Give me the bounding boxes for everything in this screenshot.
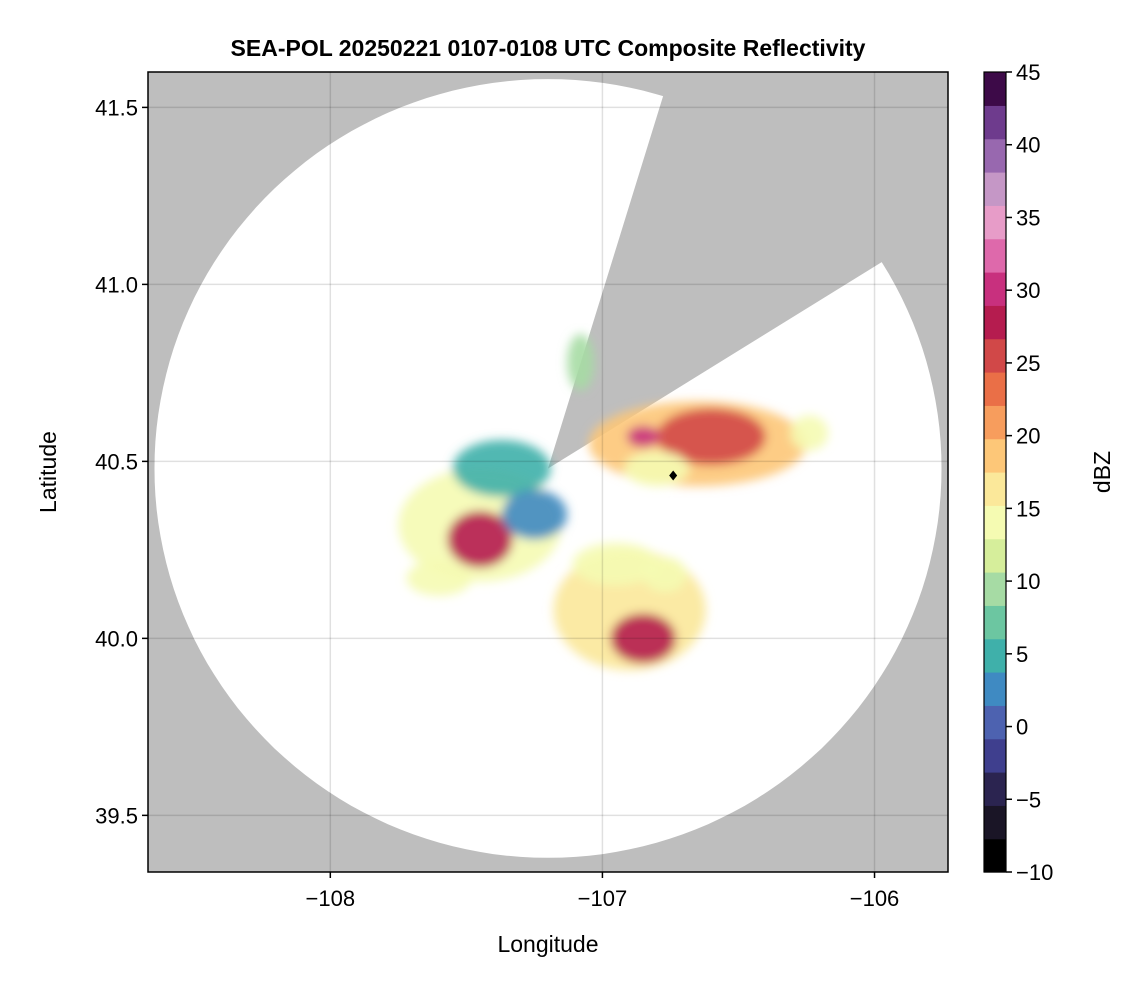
colorbar-swatch (984, 505, 1006, 540)
plot-frame (147, 71, 949, 873)
colorbar-swatch (984, 472, 1006, 506)
echo-cell (501, 489, 568, 540)
colorbar-swatch (984, 738, 1006, 773)
colorbar-tick-label: 45 (1016, 60, 1040, 85)
colorbar-swatch (984, 338, 1006, 373)
echo-cell (567, 333, 595, 391)
colorbar-swatch (984, 438, 1006, 473)
echo-cell (572, 542, 660, 586)
colorbar-tick-label: 15 (1016, 496, 1040, 521)
echo-cell (624, 450, 690, 487)
colorbar-swatch (984, 638, 1006, 673)
colorbar-tick-label: 10 (1016, 569, 1040, 594)
x-tick-label: −107 (578, 886, 628, 911)
x-axis-label: Longitude (497, 931, 598, 957)
colorbar-tick-label: −10 (1016, 860, 1053, 885)
colorbar-swatch (984, 772, 1006, 806)
y-tick-label: 40.5 (95, 449, 138, 474)
site-marker-icon (669, 470, 678, 481)
colorbar-tick-label: 5 (1016, 642, 1028, 667)
colorbar: −10 −5 0 5 10 15 20 25 30 35 40 45 (983, 60, 1053, 885)
colorbar-swatch (984, 238, 1006, 273)
echo-layer (398, 333, 829, 671)
colorbar-swatch (984, 72, 1006, 106)
colorbar-swatch (984, 605, 1006, 640)
echo-cell (447, 510, 513, 568)
colorbar-frame (983, 71, 1007, 873)
colorbar-tick-label: 25 (1016, 351, 1040, 376)
colorbar-tick-label: 30 (1016, 278, 1040, 303)
x-tick-label: −106 (850, 886, 900, 911)
colorbar-swatch (984, 272, 1006, 306)
colorbar-swatch (984, 838, 1006, 873)
y-axis-label: Latitude (35, 431, 61, 513)
colorbar-swatch (984, 405, 1006, 440)
colorbar-swatch (984, 572, 1006, 606)
colorbar-swatch (984, 305, 1006, 340)
y-tick-label: 41.0 (95, 272, 138, 297)
echo-cell (790, 415, 829, 451)
colorbar-tick-label: 35 (1016, 205, 1040, 230)
plot-area (148, 72, 948, 872)
colorbar-swatch (984, 138, 1006, 173)
echo-cell (656, 408, 766, 465)
chart-title: SEA-POL 20250221 0107-0108 UTC Composite… (231, 35, 866, 61)
colorbar-swatch (984, 672, 1006, 706)
y-tick-label: 39.5 (95, 803, 138, 828)
y-tick-label: 41.5 (95, 95, 138, 120)
grid-lines (148, 72, 948, 872)
colorbar-tick-label: 0 (1016, 715, 1028, 740)
colorbar-swatch (984, 372, 1006, 406)
y-tick-label: 40.0 (95, 626, 138, 651)
colorbar-swatch (984, 805, 1006, 840)
echo-cell (452, 440, 551, 497)
echo-cell (610, 613, 676, 664)
x-axis: −108 −107 −106 (306, 872, 900, 911)
echo-cell (643, 556, 687, 593)
colorbar-swatch (984, 538, 1006, 573)
colorbar-swatch (984, 105, 1006, 140)
colorbar-tick-label: 20 (1016, 424, 1040, 449)
colorbar-tick-label: −5 (1016, 787, 1041, 812)
colorbar-swatch (984, 172, 1006, 206)
x-tick-label: −108 (306, 886, 356, 911)
colorbar-swatch (984, 705, 1006, 740)
echo-cell (406, 560, 472, 596)
colorbar-label: dBZ (1089, 451, 1115, 493)
echo-cell (626, 425, 660, 448)
colorbar-tick-label: 40 (1016, 133, 1040, 158)
y-axis: 39.5 40.0 40.5 41.0 41.5 (95, 95, 148, 828)
colorbar-swatch (984, 205, 1006, 240)
